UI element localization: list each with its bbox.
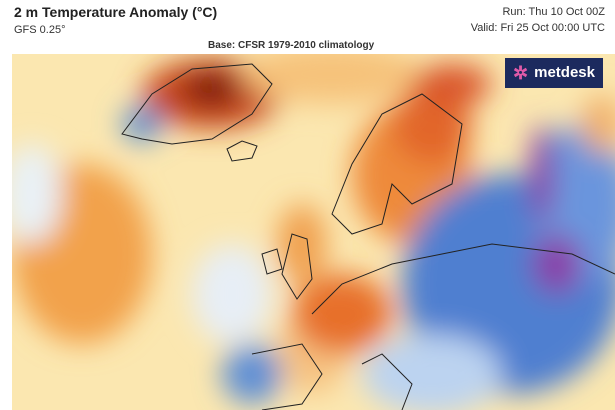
logo-icon: ✲ — [513, 63, 529, 83]
model: GFS 0.25° — [14, 24, 66, 36]
anomaly-field — [12, 54, 615, 410]
map — [12, 54, 615, 410]
coastlines — [121, 63, 615, 410]
title: 2 m Temperature Anomaly (°C) — [14, 4, 218, 20]
blobs — [12, 54, 615, 410]
run: Run: Thu 10 Oct 00Z — [502, 6, 605, 18]
base: Base: CFSR 1979-2010 climatology — [208, 40, 375, 51]
valid: Valid: Fri 25 Oct 00:00 UTC — [470, 22, 605, 34]
logo-text: metdesk — [534, 64, 595, 81]
logo: ✲ metdesk — [505, 58, 603, 88]
